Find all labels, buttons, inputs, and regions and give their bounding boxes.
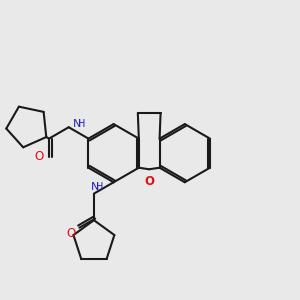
Text: N: N (73, 119, 81, 129)
Text: N: N (91, 182, 99, 192)
Text: O: O (144, 175, 154, 188)
Text: O: O (35, 150, 44, 163)
Text: H: H (96, 182, 103, 192)
Text: H: H (78, 119, 85, 129)
Text: O: O (66, 227, 76, 240)
